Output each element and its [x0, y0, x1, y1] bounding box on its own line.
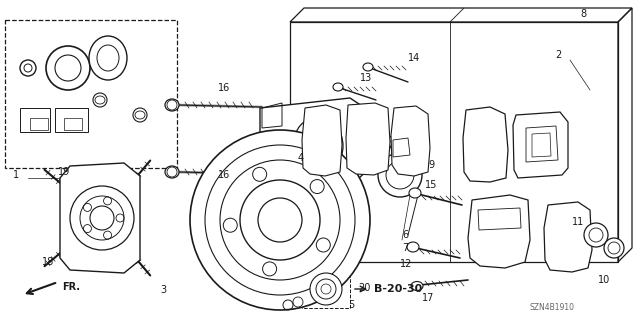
Text: 2: 2 — [555, 50, 561, 60]
Text: 18: 18 — [42, 257, 54, 267]
Circle shape — [220, 160, 340, 280]
Circle shape — [223, 218, 237, 232]
Text: 12: 12 — [400, 259, 412, 269]
Ellipse shape — [392, 144, 412, 168]
Ellipse shape — [360, 136, 380, 160]
Polygon shape — [60, 163, 140, 273]
Polygon shape — [260, 98, 368, 190]
Circle shape — [205, 145, 355, 295]
Circle shape — [253, 167, 267, 181]
Circle shape — [584, 223, 608, 247]
Circle shape — [386, 161, 414, 189]
Ellipse shape — [301, 126, 335, 166]
Text: 16: 16 — [218, 170, 230, 180]
Text: 8: 8 — [580, 9, 586, 19]
Text: 15: 15 — [425, 180, 437, 190]
Circle shape — [80, 196, 124, 240]
Circle shape — [46, 46, 90, 90]
Polygon shape — [513, 112, 568, 178]
Circle shape — [240, 180, 320, 260]
Text: 13: 13 — [360, 73, 372, 83]
Circle shape — [316, 279, 336, 299]
Ellipse shape — [407, 242, 419, 252]
Ellipse shape — [388, 140, 416, 172]
Circle shape — [321, 284, 331, 294]
Text: 7: 7 — [402, 243, 408, 253]
Bar — [5, 20, 177, 168]
Ellipse shape — [293, 117, 343, 175]
Ellipse shape — [333, 83, 343, 91]
Ellipse shape — [165, 166, 179, 178]
Ellipse shape — [165, 99, 179, 111]
Circle shape — [310, 273, 342, 305]
Polygon shape — [463, 107, 508, 182]
Text: 3: 3 — [160, 285, 166, 295]
Circle shape — [262, 262, 276, 276]
Ellipse shape — [372, 136, 400, 168]
Polygon shape — [544, 202, 592, 272]
Text: 17: 17 — [422, 293, 435, 303]
Ellipse shape — [409, 188, 421, 198]
Ellipse shape — [89, 36, 127, 80]
Circle shape — [20, 60, 36, 76]
Text: FR.: FR. — [62, 282, 80, 292]
Bar — [302, 270, 350, 308]
Text: 4: 4 — [298, 153, 304, 163]
Polygon shape — [468, 195, 530, 268]
Text: 19: 19 — [58, 167, 70, 177]
Text: SZN4B1910: SZN4B1910 — [530, 303, 575, 313]
Ellipse shape — [363, 63, 373, 71]
Text: 10: 10 — [598, 275, 611, 285]
Polygon shape — [302, 105, 342, 176]
Text: 20: 20 — [358, 283, 371, 293]
Circle shape — [190, 130, 370, 310]
Circle shape — [310, 180, 324, 194]
Circle shape — [316, 238, 330, 252]
Circle shape — [258, 198, 302, 242]
Text: 14: 14 — [408, 53, 420, 63]
Ellipse shape — [356, 132, 384, 164]
Text: B-20-30: B-20-30 — [374, 284, 422, 294]
Circle shape — [90, 206, 114, 230]
Ellipse shape — [411, 281, 423, 291]
Polygon shape — [346, 103, 390, 175]
Circle shape — [589, 228, 603, 242]
Circle shape — [70, 186, 134, 250]
Circle shape — [378, 153, 422, 197]
Text: 6: 6 — [402, 230, 408, 240]
Text: 16: 16 — [218, 83, 230, 93]
Circle shape — [604, 238, 624, 258]
Circle shape — [608, 242, 620, 254]
Polygon shape — [391, 106, 430, 176]
Text: 11: 11 — [572, 217, 584, 227]
Text: 1: 1 — [13, 170, 19, 180]
Text: 9: 9 — [428, 160, 434, 170]
Ellipse shape — [376, 140, 396, 164]
Text: 5: 5 — [348, 300, 355, 310]
